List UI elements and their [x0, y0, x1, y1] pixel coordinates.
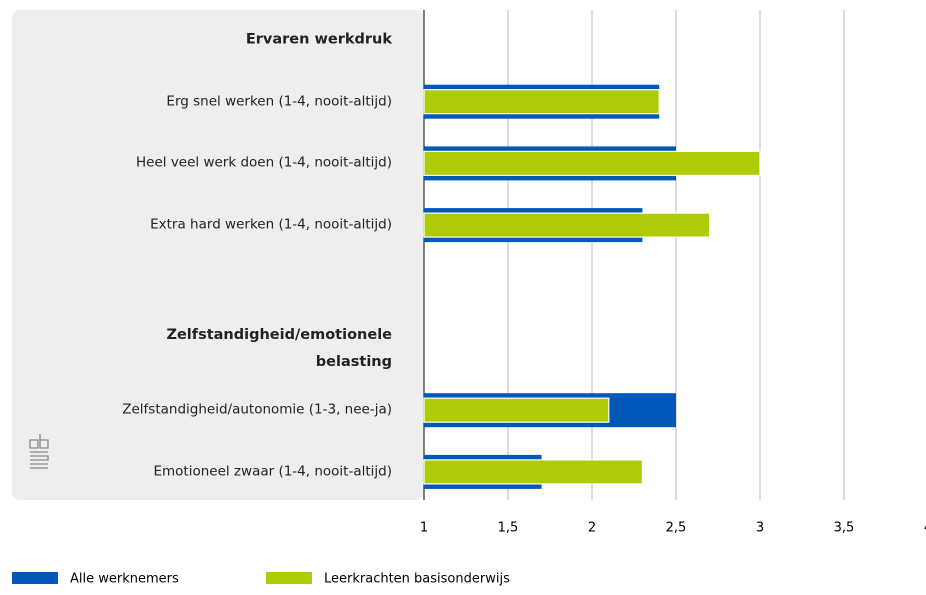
bar — [423, 212, 711, 238]
legend-swatch — [266, 572, 312, 584]
bar — [423, 397, 610, 423]
legend-label: Alle werknemers — [70, 572, 179, 587]
bar — [423, 459, 643, 485]
x-tick-label: 4 — [924, 521, 926, 536]
category-label: Extra hard werken (1-4, nooit-altijd) — [150, 216, 392, 233]
legend-label: Leerkrachten basisonderwijs — [324, 572, 510, 587]
bar — [423, 89, 660, 115]
x-tick-label: 3 — [756, 521, 764, 536]
legend-swatch — [12, 572, 58, 584]
label-panel — [12, 10, 424, 500]
category-label: Heel veel werk doen (1-4, nooit-altijd) — [136, 154, 392, 171]
bar — [423, 150, 761, 176]
cbs-logo — [29, 434, 49, 469]
x-tick-label: 1,5 — [498, 521, 519, 536]
category-label: Erg snel werken (1-4, nooit-altijd) — [166, 93, 392, 110]
x-tick-label: 1 — [420, 521, 428, 536]
category-label: Zelfstandigheid/autonomie (1-3, nee-ja) — [122, 401, 392, 418]
x-tick-label: 2 — [588, 521, 596, 536]
group-title: Zelfstandigheid/emotionele belasting — [166, 326, 392, 370]
x-tick-label: 2,5 — [666, 521, 687, 536]
category-label: Emotioneel zwaar (1-4, nooit-altijd) — [153, 463, 392, 480]
group-title: Ervaren werkdruk — [245, 31, 392, 48]
x-tick-label: 3,5 — [834, 521, 855, 536]
